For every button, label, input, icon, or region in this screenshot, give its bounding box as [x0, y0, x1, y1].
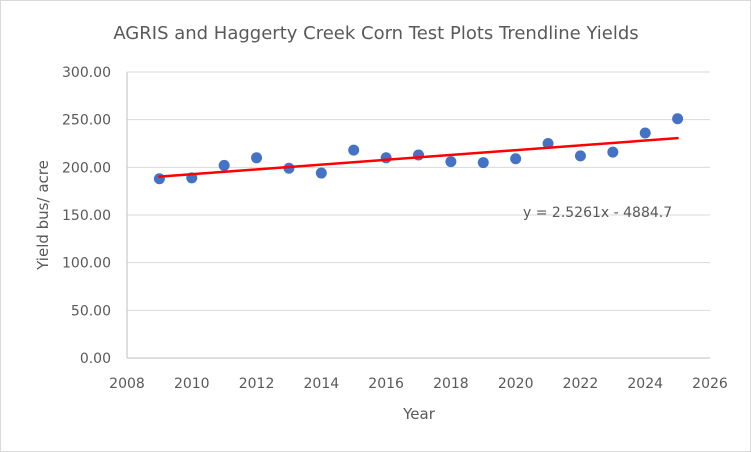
data-point [477, 157, 489, 169]
y-tick-label: 300.00 [62, 65, 111, 81]
y-tick-label: 150.00 [62, 208, 111, 224]
data-point [542, 138, 554, 149]
data-points [153, 113, 684, 185]
trendline-equation: y = 2.5261x - 4884.7 [523, 205, 672, 221]
y-tick-label: 50.00 [71, 303, 111, 319]
x-tick-label: 2024 [627, 376, 663, 392]
y-tick-label: 250.00 [62, 113, 111, 129]
data-point [510, 153, 522, 165]
data-point [283, 162, 295, 174]
trendline [158, 136, 679, 178]
y-tick-label: 200.00 [62, 160, 111, 176]
data-point [348, 144, 360, 156]
trendline-group [158, 136, 679, 178]
x-tick-labels: 2008 2010 2012 2014 2016 2018 2020 2022 2024 2026 [109, 376, 728, 392]
x-tick-label: 2018 [433, 376, 469, 392]
x-tick-label: 2014 [304, 376, 340, 392]
x-axis-label: Year [402, 405, 436, 423]
data-point [218, 159, 230, 171]
x-tick-label: 2010 [174, 376, 210, 392]
chart-title: AGRIS and Haggerty Creek Corn Test Plots… [113, 23, 638, 44]
x-tick-label: 2026 [692, 376, 728, 392]
data-point [445, 156, 457, 168]
data-point [574, 150, 586, 162]
y-tick-label: 0.00 [80, 351, 111, 367]
data-point [607, 146, 619, 158]
x-tick-label: 2022 [563, 376, 599, 392]
x-tick-label: 2020 [498, 376, 534, 392]
gridlines [127, 71, 710, 311]
data-point [672, 113, 684, 125]
y-tick-labels: 0.00 50.00 100.00 150.00 200.00 250.00 300.00 [62, 65, 111, 367]
x-tick-label: 2012 [239, 376, 275, 392]
axes [126, 72, 710, 359]
x-tick-label: 2008 [109, 376, 145, 392]
data-point [639, 127, 651, 139]
data-point [380, 152, 392, 164]
y-axis-label: Yield bus/ acre [34, 160, 52, 271]
y-tick-label: 100.00 [62, 256, 111, 272]
data-point [251, 152, 263, 164]
x-tick-label: 2016 [368, 376, 404, 392]
data-point [315, 167, 327, 179]
data-point [153, 173, 165, 185]
